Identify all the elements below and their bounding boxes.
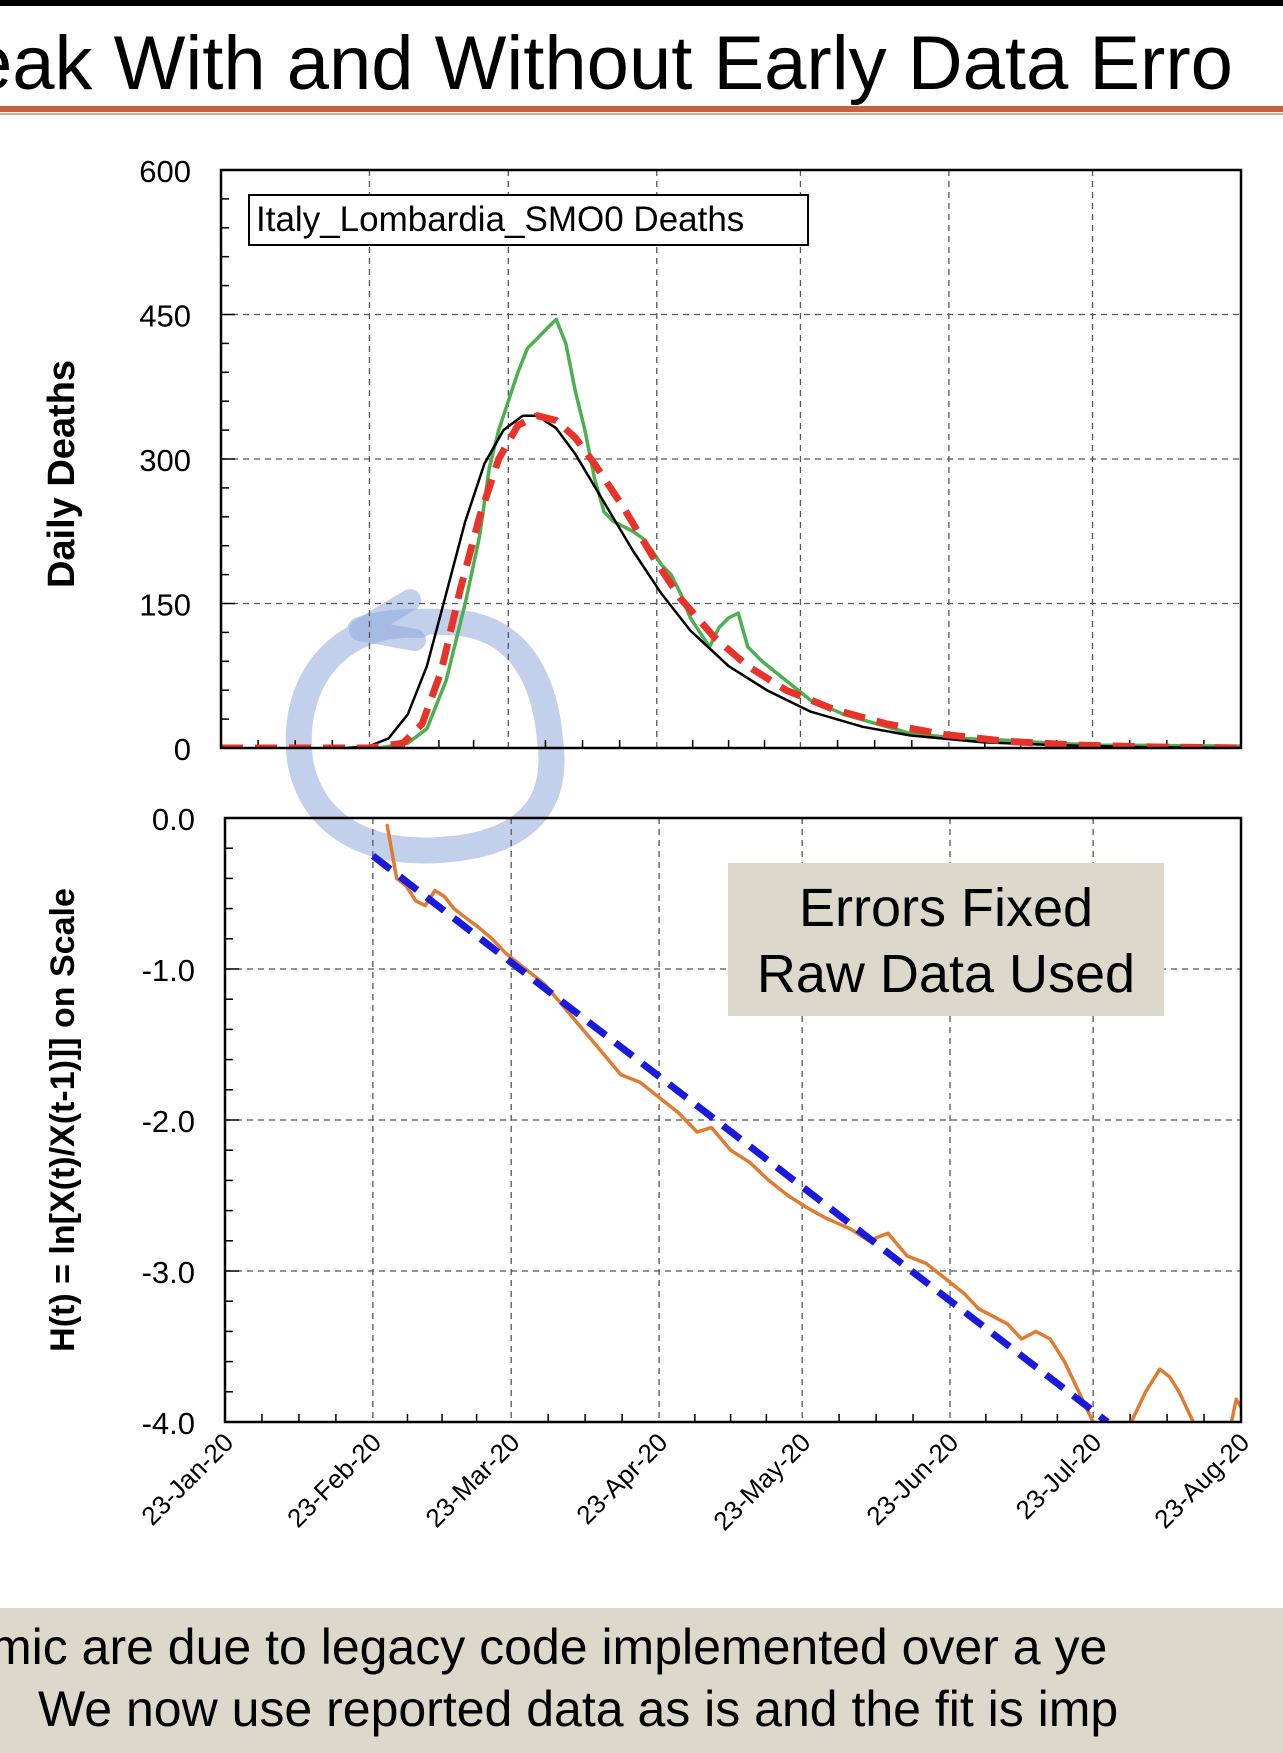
top-ytick-label-0: 0 — [174, 732, 191, 767]
title-underline — [0, 106, 1283, 112]
bottom-ytick-label--1-0: -1.0 — [142, 953, 195, 988]
bottom-ytick-label--3-0: -3.0 — [142, 1255, 195, 1290]
top-chart: 0 150 300 450 600 Italy_Lombardia_SMO0 Death… — [41, 154, 1243, 767]
bottom-series-line-2 — [1229, 1397, 1241, 1422]
top-series-line-1 — [344, 414, 1241, 748]
top-legend-frame — [248, 194, 809, 246]
xtick-label-23-jul-20: 23-Jul-20 — [1010, 1427, 1108, 1525]
xtick-label-23-feb-20: 23-Feb-20 — [281, 1427, 387, 1533]
annotation-bg — [728, 863, 1164, 1016]
xtick-label-23-aug-20: 23-Aug-20 — [1148, 1427, 1255, 1534]
caption-line-2: We now use reported data as is and the f… — [38, 1681, 1119, 1737]
slide-title: eak With and Without Early Data Erro — [0, 21, 1233, 106]
top-gridlines — [221, 169, 1241, 749]
xtick-label-23-may-20: 23-May-20 — [707, 1427, 816, 1536]
top-ytick-label-450: 450 — [139, 299, 191, 334]
annotation-line2: Raw Data Used — [757, 944, 1135, 1004]
top-series-line-2 — [221, 412, 1241, 748]
xtick-label-23-jun-20: 23-Jun-20 — [860, 1427, 964, 1531]
bottom-ylabel: H(t) = ln[X(t)/X(t-1)]] on Scale — [44, 888, 82, 1352]
top-ytick-label-150: 150 — [139, 588, 191, 623]
bottom-series-line-0 — [385, 823, 1095, 1422]
annotation-box: Errors Fixed Raw Data Used — [728, 863, 1164, 1016]
bottom-xticks: 23-Jan-20 23-Feb-20 23-Mar-20 23-Apr-20 23-M… — [135, 1427, 1255, 1536]
top-border — [0, 0, 1283, 6]
bottom-ytick-label-0-0: 0.0 — [152, 802, 195, 837]
top-ytick-label-300: 300 — [139, 443, 191, 478]
bottom-ytick-label--2-0: -2.0 — [142, 1104, 195, 1139]
xtick-label-23-apr-20: 23-Apr-20 — [570, 1427, 673, 1530]
bottom-yticks: 0.0 -1.0 -2.0 -3.0 -4.0 — [142, 802, 195, 1441]
top-legend-label: Italy_Lombardia_SMO0 Deaths — [256, 200, 744, 239]
annotation-line1: Errors Fixed — [799, 878, 1093, 938]
top-series-line-0 — [377, 317, 1241, 748]
top-legend-box: Italy_Lombardia_SMO0 Deaths — [248, 194, 809, 246]
bottom-chart: 0.0-1.0-2.0-3.0-4.0 23-Jan-20 23-Feb-20 23… — [44, 802, 1255, 1536]
top-plot-frame — [219, 168, 1243, 750]
caption-box: mic are due to legacy code implemented o… — [0, 1608, 1283, 1753]
caption-line-1: mic are due to legacy code implemented o… — [0, 1619, 1108, 1675]
bottom-series-group — [370, 823, 1241, 1422]
xtick-label-23-mar-20: 23-Mar-20 — [419, 1427, 525, 1533]
bottom-series-line-3 — [370, 853, 1110, 1422]
top-yticks: 0 150 300 450 600 — [139, 154, 191, 767]
top-series-group — [221, 317, 1241, 748]
top-ytick-label-600: 600 — [139, 154, 191, 189]
title-underline-light — [0, 113, 1283, 115]
figure: 0 150 300 450 600 Italy_Lombardia_SMO0 Death… — [41, 154, 1255, 1536]
bottom-series-line-1 — [1129, 1367, 1196, 1422]
bottom-plot-frame — [223, 816, 1243, 1424]
xtick-label-23-jan-20: 23-Jan-20 — [135, 1427, 239, 1531]
highlight-loop — [285, 608, 565, 864]
bottom-ytick-label--4-0: -4.0 — [142, 1406, 195, 1441]
highlight-arrow — [349, 589, 426, 651]
top-ylabel: Daily Deaths — [41, 360, 83, 588]
